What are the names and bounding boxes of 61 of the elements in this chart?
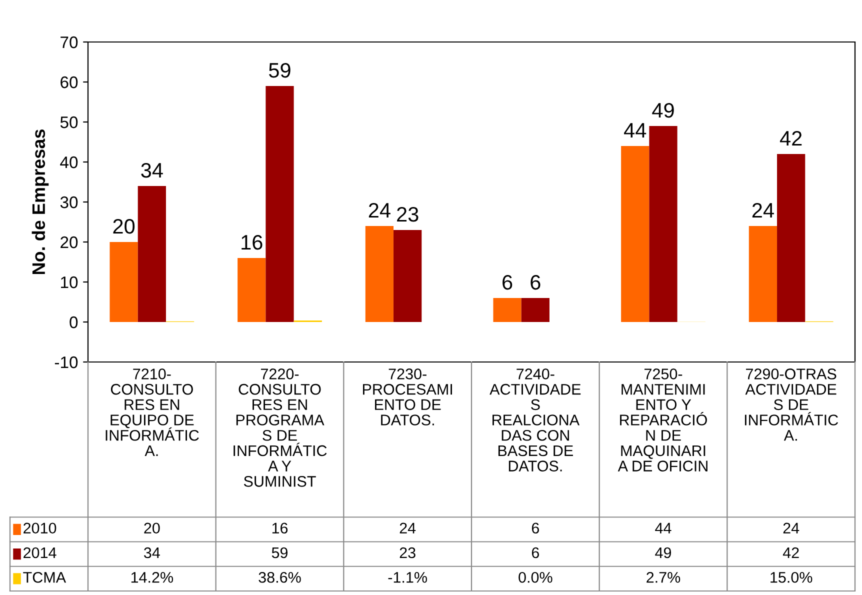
y-tick-label: 70 [60, 36, 78, 48]
text: 34 [141, 162, 163, 178]
bar [138, 186, 166, 322]
bar [394, 230, 422, 322]
text: 6 [502, 274, 512, 290]
bar [365, 226, 394, 322]
x-tick-label: 7220- CONSULTO RES EN PROGRAMA S DE INFORMÁTIC A Y SUMINIST [234, 368, 327, 487]
data-label: 42 [782, 547, 799, 558]
bar [621, 146, 650, 322]
data-label: 16 [272, 522, 288, 534]
text: 24 [752, 202, 774, 218]
bar [238, 258, 266, 322]
legend-label: 2014 [24, 547, 56, 558]
x-tick-label: 7210- CONSULTO RES EN EQUIPO DE INFORMÁTIC A. [106, 368, 199, 456]
bar [110, 242, 138, 322]
x-tick-label: 7240- ACTIVIDADE S REALCIONA DAS CON BASES DE DATOS. [490, 368, 581, 472]
bar [777, 154, 806, 322]
data-label: 24 [783, 522, 800, 534]
data-label: 24 [400, 522, 416, 534]
y-tick-label: 0 [70, 316, 78, 328]
y-axis-title: No. de Empresas [32, 129, 49, 274]
y-tick-label: 40 [60, 156, 78, 168]
x-tick-label: 7230- PROCESAMI ENTO DE DATOS. [362, 368, 452, 426]
data-label: 0.0% [518, 572, 552, 583]
y-tick-label: 60 [60, 76, 78, 88]
text: 24 [368, 202, 390, 218]
data-label: 6 [532, 547, 539, 558]
x-tick-label: 7290-OTRAS ACTIVIDADE S DE INFORMÁTIC A. [744, 368, 838, 441]
data-label: 44 [655, 522, 672, 534]
text: 59 [269, 62, 290, 78]
y-tick-label: 30 [60, 196, 78, 208]
bar [266, 86, 294, 322]
text: 20 [113, 218, 135, 234]
bar [493, 298, 522, 322]
legend-label: 2010 [24, 522, 56, 534]
text: 23 [397, 206, 418, 222]
data-label: 23 [400, 547, 416, 558]
text: 49 [652, 102, 674, 118]
data-label: 2.7% [646, 572, 680, 583]
data-label: 34 [144, 547, 160, 558]
bar [521, 298, 550, 322]
bar [649, 126, 678, 322]
data-label: 49 [655, 547, 672, 558]
data-label: -1.1% [388, 572, 427, 583]
x-tick-label: 7250- MANTENIMI ENTO Y REPARACIÓ N DE MAQUINARI A DE OFICIN [618, 368, 708, 472]
bar [748, 226, 778, 322]
text: 44 [624, 123, 646, 138]
y-tick-label: -10 [54, 356, 78, 368]
data-label: 14.2% [131, 572, 174, 583]
y-tick-label: 50 [60, 116, 78, 128]
legend-label: TCMA [23, 572, 66, 583]
text: 16 [242, 234, 262, 250]
data-label: 6 [532, 522, 539, 534]
y-tick-label: 10 [61, 276, 78, 288]
data-label: 38.6% [258, 572, 301, 583]
text: 6 [530, 274, 540, 290]
data-label: 20 [144, 522, 160, 534]
y-tick-label: 20 [60, 236, 78, 248]
text: 42 [780, 130, 802, 146]
data-label: 59 [272, 547, 288, 558]
data-label: 15.0% [770, 572, 812, 583]
